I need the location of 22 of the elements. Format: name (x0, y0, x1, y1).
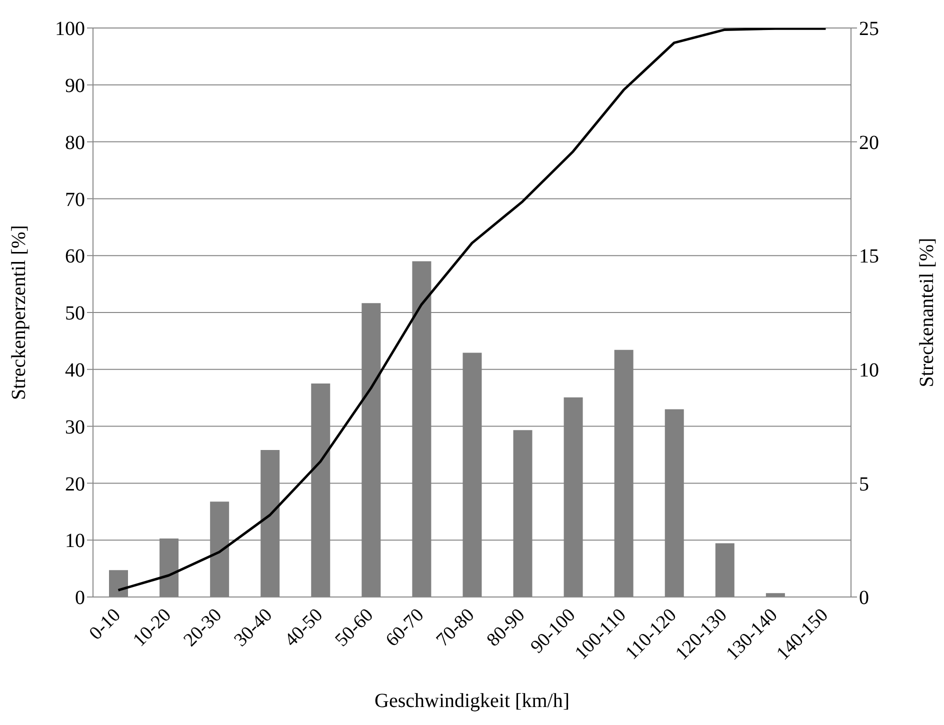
line-series (117, 28, 827, 592)
y-tick-label: 40 (65, 360, 85, 382)
y-tick-label: 50 (65, 302, 85, 325)
y2-tick-label: 25 (859, 18, 879, 40)
y-tick-label: 60 (65, 246, 85, 268)
y-tick-label: 10 (65, 530, 85, 552)
y-tick-label: 30 (65, 416, 85, 438)
y2-tick-label: 5 (859, 473, 869, 496)
y-tick-label: 100 (55, 18, 85, 40)
y-tick-label: 70 (65, 188, 85, 211)
y2-axis-title: Streckenanteil [%] (916, 238, 938, 388)
y2-tick-label: 0 (859, 587, 869, 610)
y-axis-title: Streckenperzentil [%] (8, 225, 30, 400)
x-axis-title: Geschwindigkeit [km/h] (374, 690, 570, 712)
y-tick-label: 80 (65, 132, 85, 154)
y-tick-label: 0 (75, 587, 85, 610)
y-tick-label: 90 (65, 75, 85, 97)
y2-tick-label: 15 (859, 246, 879, 268)
y2-tick-label: 20 (859, 132, 879, 154)
x-tick-label: 0-10 (85, 604, 125, 644)
y-tick-label: 20 (65, 473, 85, 496)
y2-tick-label: 10 (859, 360, 879, 382)
